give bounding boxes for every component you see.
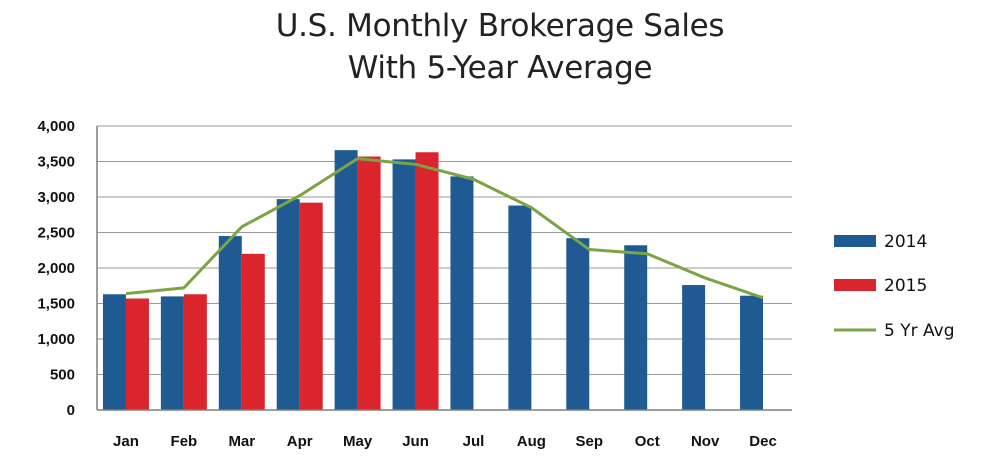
bar-2014-oct — [624, 245, 648, 410]
x-tick-label: Jan — [113, 433, 139, 450]
bar-2015-apr — [299, 202, 323, 410]
bar-2014-may — [334, 150, 358, 410]
y-tick-label: 1,500 — [37, 296, 75, 313]
x-tick-label: Feb — [171, 433, 198, 450]
bars — [102, 150, 764, 410]
x-tick-label: Jun — [402, 433, 429, 450]
avg-line-layer — [125, 157, 764, 300]
bar-2014-mar — [218, 236, 242, 410]
legend: 2014 2015 5 Yr Avg — [834, 232, 954, 341]
x-tick-label: Jul — [463, 433, 485, 450]
y-tick-label: 4,000 — [37, 118, 75, 135]
bar-2015-jun — [415, 152, 439, 410]
y-tick-label: 1,000 — [37, 331, 75, 348]
legend-label: 5 Yr Avg — [884, 321, 954, 341]
bar-2015-jan — [125, 298, 149, 410]
bar-2015-mar — [241, 253, 265, 410]
x-tick-label: Nov — [691, 433, 720, 450]
chart-title: U.S. Monthly Brokerage Sales — [275, 8, 725, 44]
x-tick-label: May — [343, 433, 373, 450]
x-tick-label: Dec — [749, 433, 777, 450]
bar-2015-feb — [183, 294, 207, 410]
line-5-yr-avg — [125, 157, 764, 300]
x-tick-label: Sep — [576, 433, 604, 450]
y-tick-label: 2,500 — [37, 225, 75, 242]
x-tick-label: Aug — [517, 433, 546, 450]
bar-2014-sep — [566, 238, 590, 410]
axes: 0 500 1,000 1,500 2,000 2,500 3,000 3,500 4,000 J… — [37, 118, 792, 450]
y-tick-label: 3,500 — [37, 154, 75, 171]
x-tick-label: Oct — [635, 433, 660, 450]
bar-2014-jun — [392, 159, 416, 410]
chart-subtitle: With 5-Year Average — [347, 50, 653, 86]
y-tick-label: 2,000 — [37, 260, 75, 277]
x-tick-label: Mar — [228, 433, 255, 450]
y-tick-label: 500 — [50, 367, 75, 384]
x-tick-label: Apr — [287, 433, 313, 450]
bar-2014-jul — [450, 176, 474, 410]
y-tick-label: 0 — [67, 402, 75, 419]
legend-swatch — [834, 279, 876, 291]
legend-label: 2015 — [884, 276, 927, 296]
bar-2014-dec — [740, 295, 764, 410]
bar-2014-jan — [102, 294, 126, 410]
bar-2014-apr — [276, 199, 300, 410]
bar-2014-aug — [508, 205, 532, 410]
bar-2014-nov — [682, 285, 706, 410]
y-tick-label: 3,000 — [37, 189, 75, 206]
legend-label: 2014 — [884, 232, 927, 252]
legend-swatch — [834, 235, 876, 247]
gridlines — [97, 125, 792, 411]
bar-2015-may — [357, 156, 381, 410]
bar-2014-feb — [160, 296, 184, 410]
